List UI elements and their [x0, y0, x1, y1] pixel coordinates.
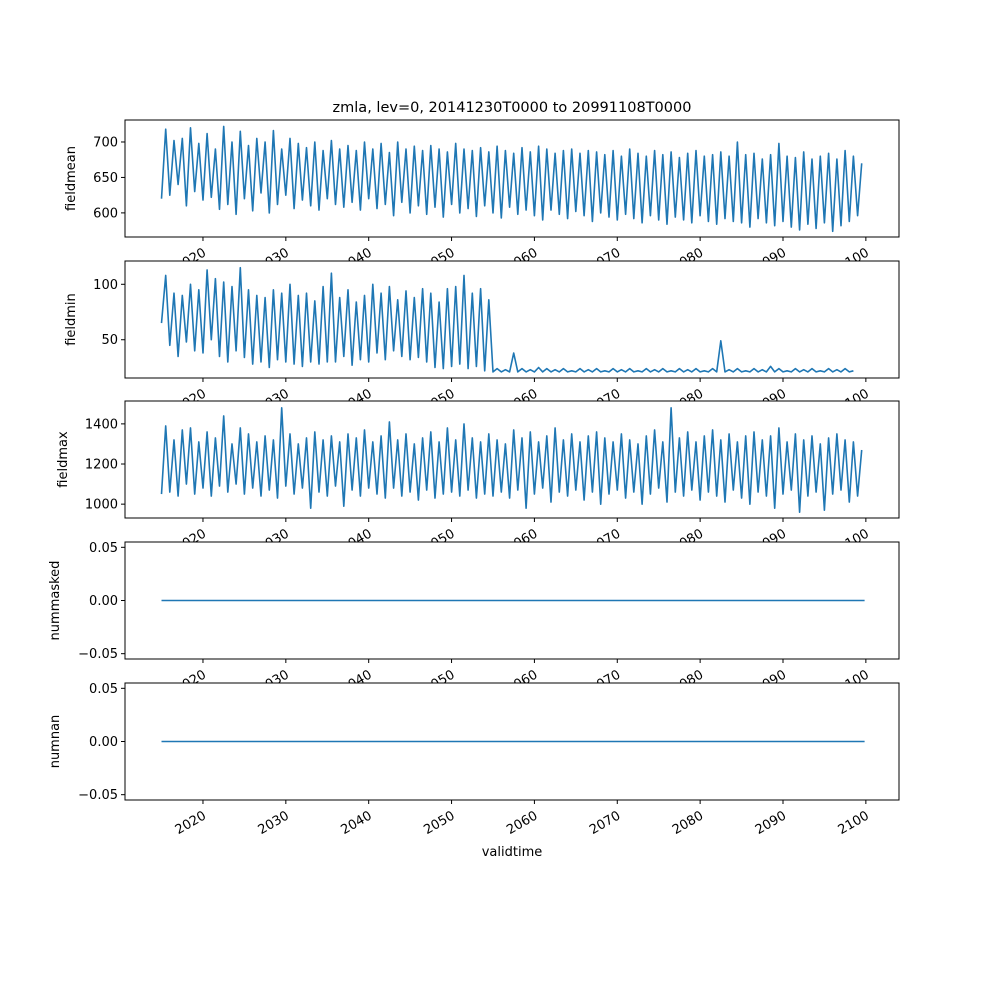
y-tick-label: 700 — [93, 135, 118, 150]
y-tick-label: −0.05 — [78, 788, 118, 803]
y-tick-label: 50 — [101, 333, 118, 348]
y-axis-label: fieldmean — [64, 146, 79, 211]
y-tick-label: −0.05 — [78, 647, 118, 662]
chart-title: zmla, lev=0, 20141230T0000 to 20991108T0… — [333, 100, 692, 116]
y-tick-label: 0.00 — [89, 735, 118, 750]
y-axis-label: fieldmax — [56, 431, 71, 488]
y-tick-label: 600 — [93, 206, 118, 221]
y-axis-label: fieldmin — [64, 293, 79, 346]
y-tick-label: 100 — [93, 278, 118, 293]
y-tick-label: 0.00 — [89, 594, 118, 609]
y-tick-label: 0.05 — [89, 541, 118, 556]
axes-frame — [124, 119, 900, 238]
axes-frame — [124, 400, 900, 519]
x-axis-label: validtime — [482, 845, 543, 860]
y-axis-label: nummasked — [48, 561, 63, 641]
series-line-fieldmax — [160, 406, 863, 514]
y-tick-label: 1000 — [85, 498, 118, 513]
y-tick-label: 650 — [93, 171, 118, 186]
y-tick-label: 0.05 — [89, 682, 118, 697]
y-tick-label: 1400 — [85, 417, 118, 432]
y-tick-label: 1200 — [85, 458, 118, 473]
y-axis-label: numnan — [48, 715, 63, 769]
series-line-fieldmean — [160, 125, 863, 233]
axes-frame — [124, 260, 900, 379]
series-line-fieldmin — [160, 266, 854, 373]
